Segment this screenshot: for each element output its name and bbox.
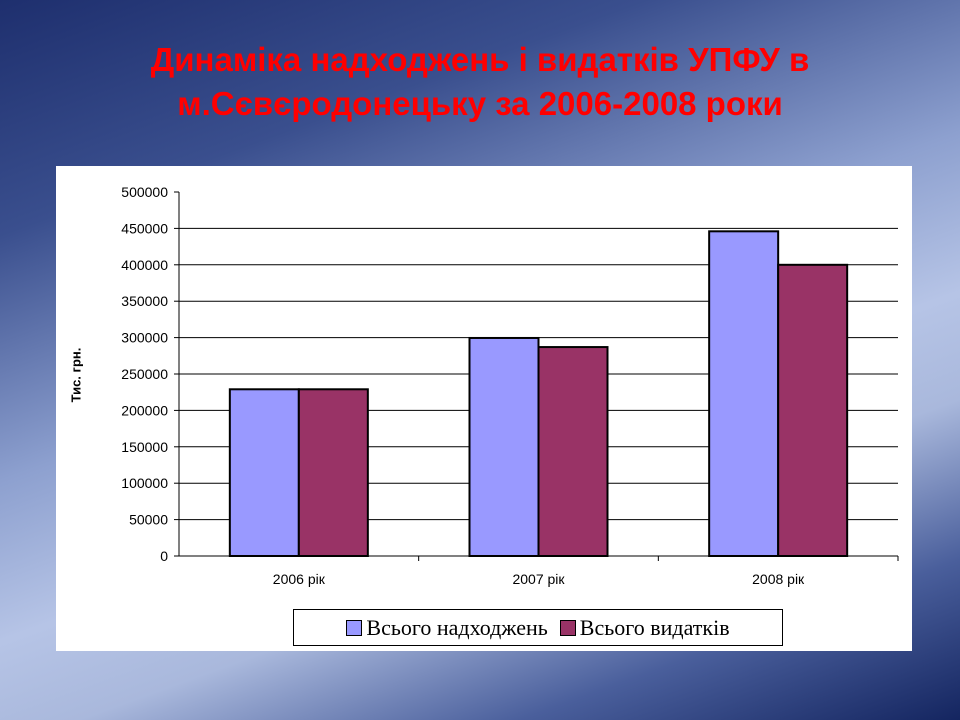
chart-area [56, 166, 912, 651]
title-line-2: м.Сєвєродонецьку за 2006-2008 роки [177, 85, 783, 122]
legend-swatch-income [346, 619, 363, 636]
legend-swatch-expenses [559, 619, 576, 636]
y-axis-label: Тис. грн. [68, 347, 84, 403]
title-line-1: Динаміка надходжень і видатків УПФУ в [150, 41, 810, 78]
legend-item-expenses: Всього видатків [559, 614, 730, 641]
legend-label-expenses: Всього видатків [579, 614, 730, 640]
legend-item-income: Всього надходжень [346, 614, 548, 641]
chart-legend: Всього надходжень Всього видатків [293, 609, 783, 646]
slide-title: Динаміка надходжень і видатків УПФУ в м.… [0, 38, 960, 126]
legend-label-income: Всього надходжень [366, 614, 548, 640]
